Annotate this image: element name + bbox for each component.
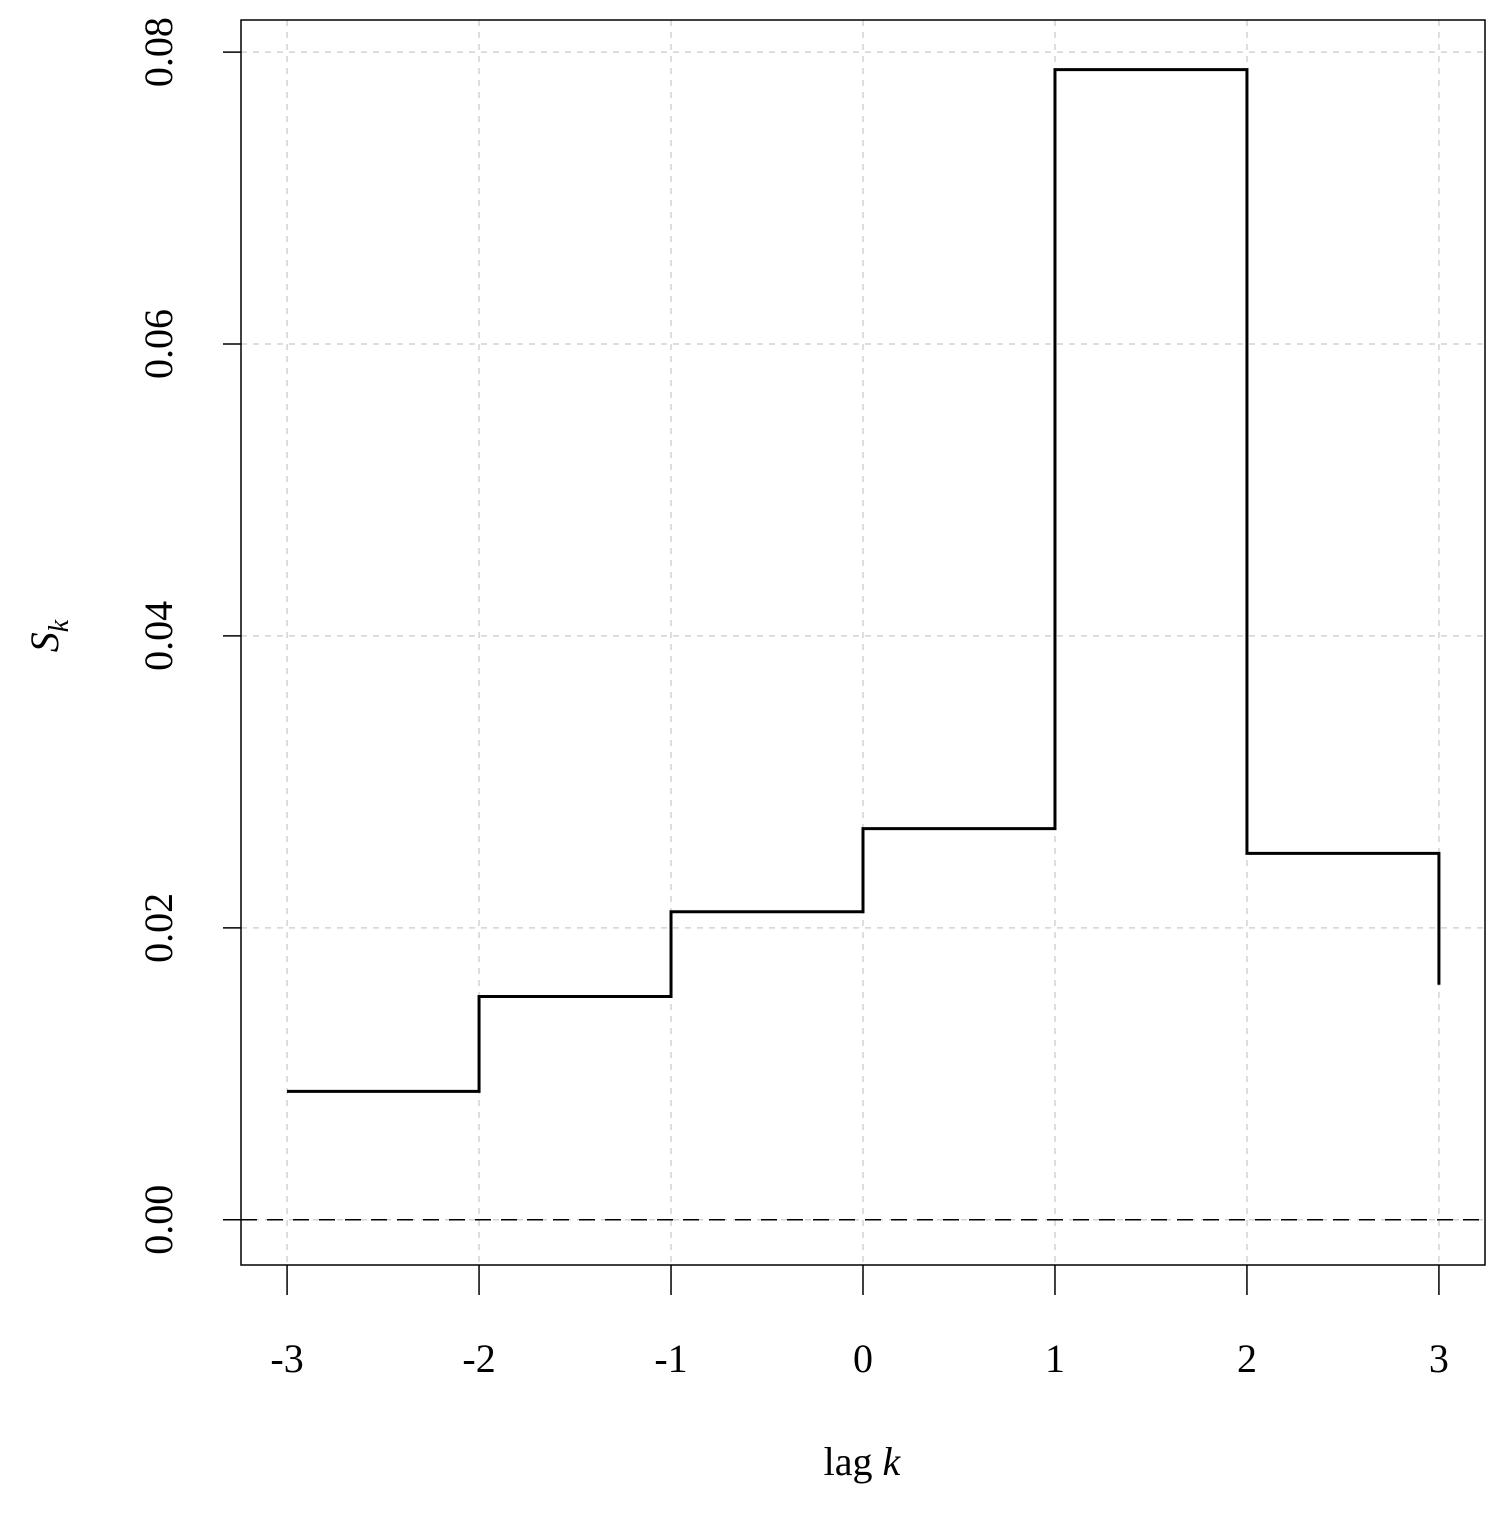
x-tick-label: -2 — [462, 1336, 495, 1381]
x-tick-label: 2 — [1237, 1336, 1257, 1381]
x-axis-label: lag k — [824, 1439, 902, 1484]
x-tick-label: -3 — [270, 1336, 303, 1381]
y-axis-label-text: S — [22, 632, 67, 652]
x-tick-label: 3 — [1429, 1336, 1449, 1381]
x-axis-label-text: lag — [824, 1439, 873, 1484]
x-tick-label: 0 — [853, 1336, 873, 1381]
step-line — [287, 68, 1441, 1093]
x-tick-label: 1 — [1045, 1336, 1065, 1381]
y-tick-label: 0.02 — [136, 893, 181, 963]
x-axis-label-variable: k — [883, 1439, 902, 1484]
y-tick-label: 0.00 — [136, 1185, 181, 1255]
y-axis-label: Sk — [22, 619, 75, 652]
plot-frame — [240, 19, 1486, 1266]
y-tick-label: 0.08 — [136, 17, 181, 87]
y-tick-label: 0.06 — [136, 309, 181, 379]
y-tick-label: 0.04 — [136, 601, 181, 671]
x-tick-label: -1 — [654, 1336, 687, 1381]
y-axis-label-subscript: k — [44, 619, 75, 632]
